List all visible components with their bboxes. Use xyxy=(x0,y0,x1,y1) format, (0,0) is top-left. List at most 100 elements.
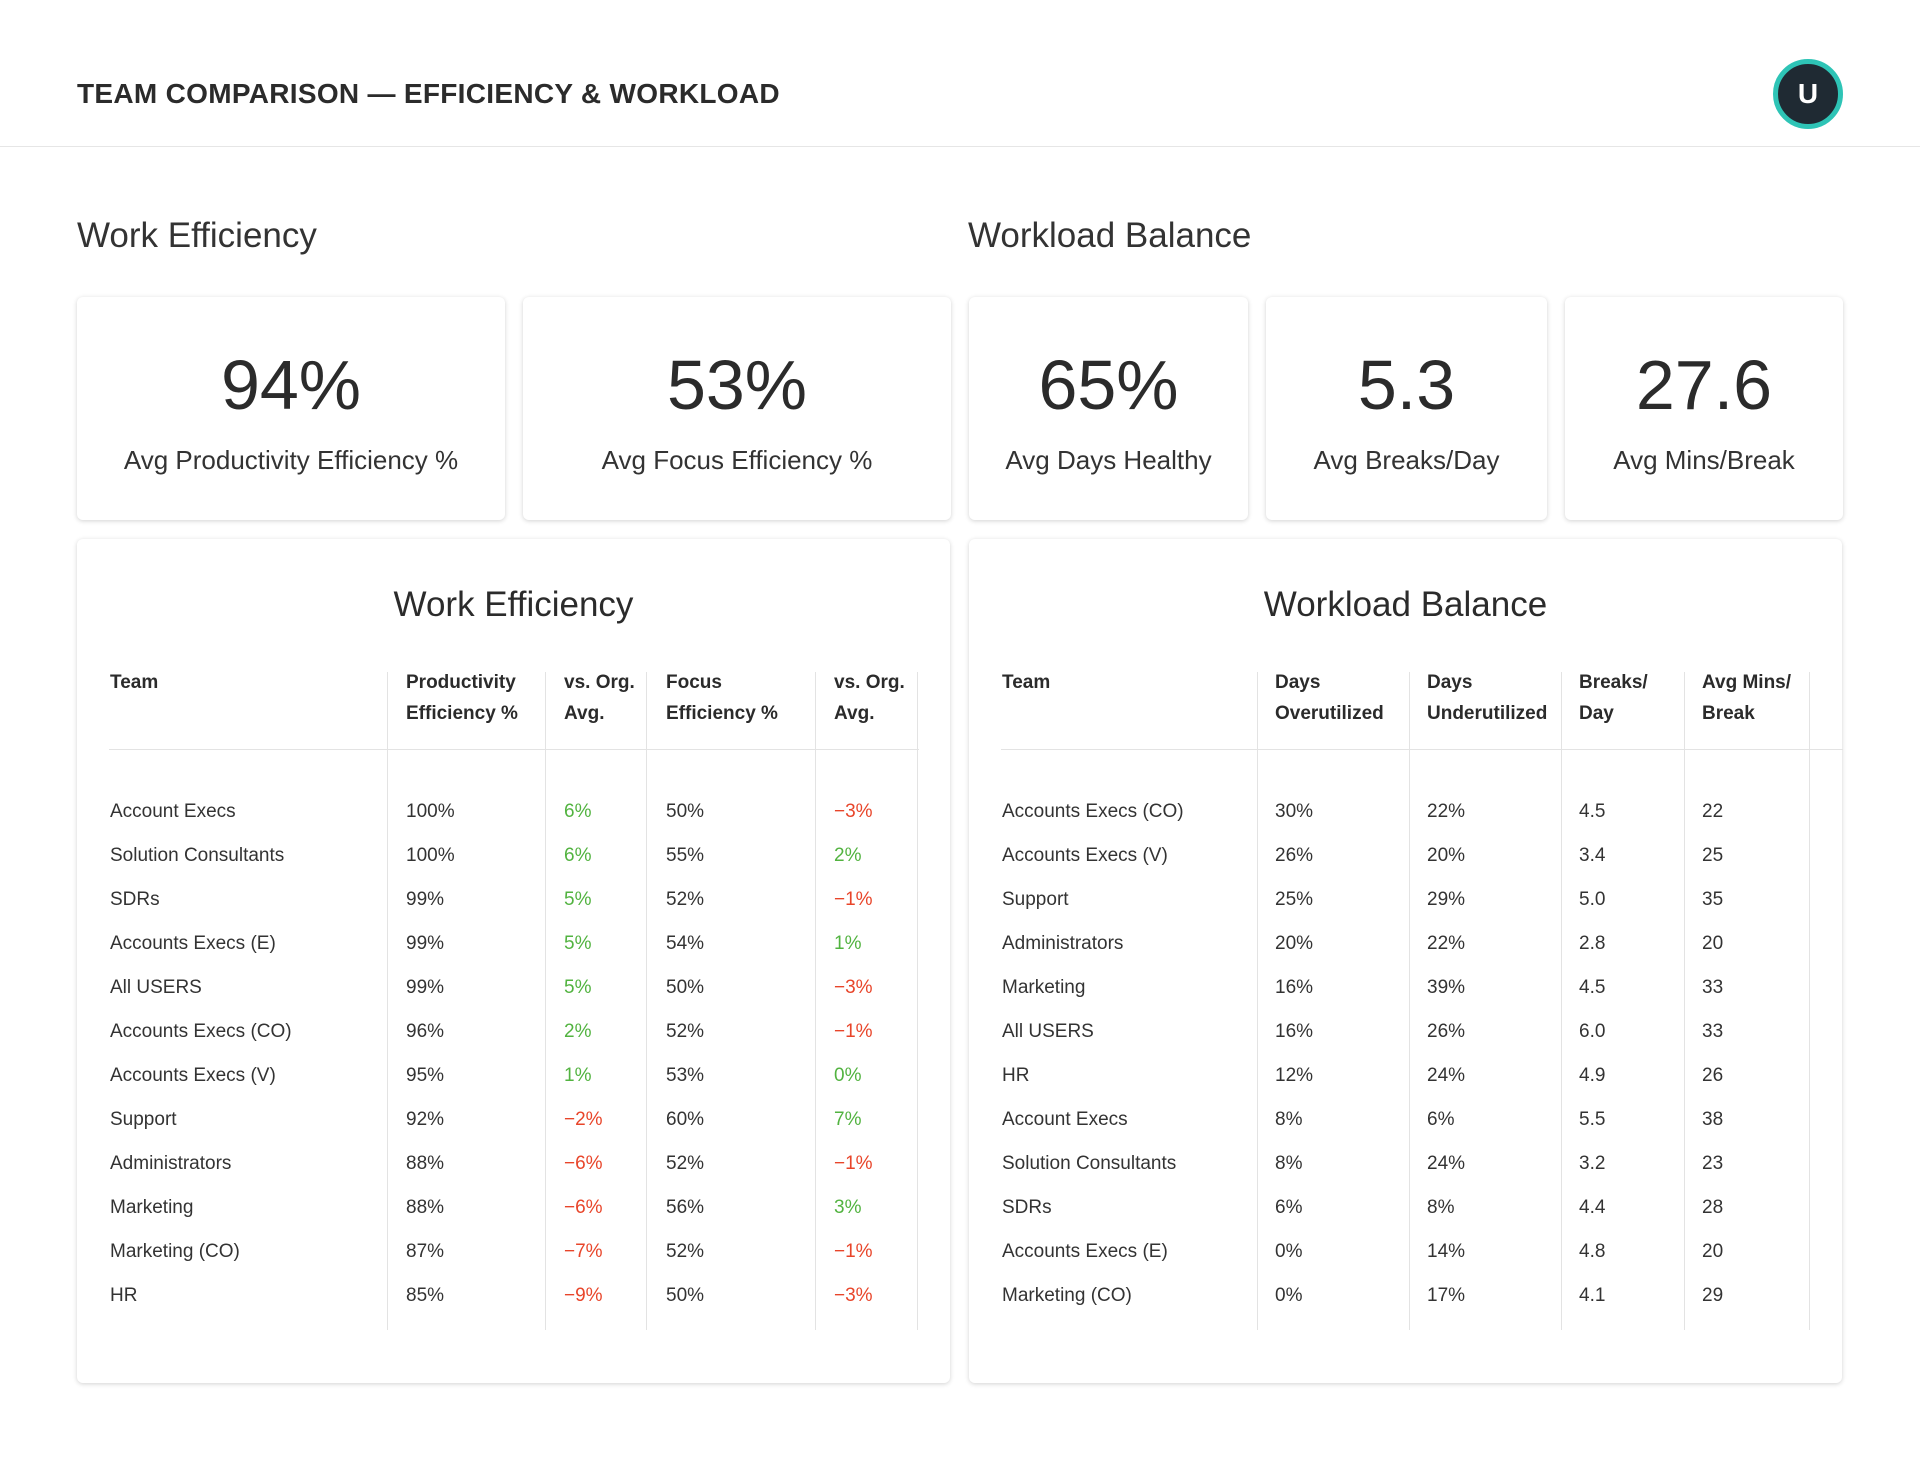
table-cell: 25 xyxy=(1702,845,1724,866)
table-cell: 24% xyxy=(1427,1065,1466,1086)
efficiency-section-title: Work Efficiency xyxy=(77,216,317,255)
table-cell: 16% xyxy=(1275,977,1314,998)
table-cell: 88% xyxy=(406,1197,445,1218)
table-cell: 16% xyxy=(1275,1021,1314,1042)
table-row: Account Execs 8% 6% 5.5 38 xyxy=(969,1108,1842,1152)
column-header[interactable]: Breaks/Day xyxy=(1579,672,1648,724)
table-cell: 26% xyxy=(1275,845,1314,866)
table-cell: −1% xyxy=(834,1153,873,1174)
table-row: Marketing (CO) 87% −7% 52% −1% xyxy=(77,1240,950,1284)
table-cell: 4.4 xyxy=(1579,1197,1606,1218)
table-cell: 52% xyxy=(666,1153,705,1174)
table-cell: −6% xyxy=(564,1153,603,1174)
kpi-value: 65% xyxy=(1038,346,1179,424)
table-cell: 29% xyxy=(1427,889,1466,910)
table-header-divider xyxy=(1001,749,1843,750)
table-cell: −3% xyxy=(834,977,873,998)
table-cell: 12% xyxy=(1275,1065,1314,1086)
table-cell: 22% xyxy=(1427,933,1466,954)
table-cell: 52% xyxy=(666,1241,705,1262)
table-cell: −3% xyxy=(834,801,873,822)
column-header[interactable]: Team xyxy=(1002,672,1051,693)
table-cell: 56% xyxy=(666,1197,705,1218)
column-header[interactable]: Avg Mins/Break xyxy=(1702,672,1792,724)
user-avatar[interactable]: U xyxy=(1773,59,1843,129)
table-cell: 14% xyxy=(1427,1241,1466,1262)
table-cell: 100% xyxy=(406,801,455,822)
team-name-cell: All USERS xyxy=(1002,1021,1094,1042)
table-row: Accounts Execs (E) 99% 5% 54% 1% xyxy=(77,932,950,976)
table-header-divider xyxy=(109,749,919,750)
column-divider xyxy=(1409,672,1410,1330)
table-cell: 4.9 xyxy=(1579,1065,1606,1086)
table-cell: 3% xyxy=(834,1197,862,1218)
table-cell: −6% xyxy=(564,1197,603,1218)
table-row: SDRs 6% 8% 4.4 28 xyxy=(969,1196,1842,1240)
page-title: TEAM COMPARISON — EFFICIENCY & WORKLOAD xyxy=(77,78,780,109)
page-header: TEAM COMPARISON — EFFICIENCY & WORKLOAD … xyxy=(0,0,1920,147)
table-row: Marketing (CO) 0% 17% 4.1 29 xyxy=(969,1284,1842,1328)
table-row: Accounts Execs (E) 0% 14% 4.8 20 xyxy=(969,1240,1842,1284)
table-cell: 39% xyxy=(1427,977,1466,998)
table-row: Marketing 88% −6% 56% 3% xyxy=(77,1196,950,1240)
team-name-cell: Marketing xyxy=(1002,977,1086,998)
table-row: Support 92% −2% 60% 7% xyxy=(77,1108,950,1152)
kpi-card-mins-break: 27.6 Avg Mins/Break xyxy=(1565,297,1843,520)
team-name-cell: HR xyxy=(110,1285,138,1306)
table-cell: 54% xyxy=(666,933,705,954)
table-cell: 88% xyxy=(406,1153,445,1174)
table-cell: 92% xyxy=(406,1109,445,1130)
table-cell: 99% xyxy=(406,977,445,998)
table-cell: 85% xyxy=(406,1285,445,1306)
table-cell: 99% xyxy=(406,889,445,910)
column-header[interactable]: vs. Org. Avg. xyxy=(834,672,905,724)
table-cell: 99% xyxy=(406,933,445,954)
team-name-cell: Accounts Execs (E) xyxy=(110,933,276,954)
table-row: Administrators 88% −6% 52% −1% xyxy=(77,1152,950,1196)
table-row: Accounts Execs (V) 95% 1% 53% 0% xyxy=(77,1064,950,1108)
column-header[interactable]: vs. Org. Avg. xyxy=(564,672,635,724)
table-cell: 5.0 xyxy=(1579,889,1606,910)
team-name-cell: Accounts Execs (V) xyxy=(110,1065,276,1086)
column-header[interactable]: Focus Efficiency % xyxy=(666,672,778,724)
column-divider xyxy=(917,672,918,1330)
table-cell: 100% xyxy=(406,845,455,866)
table-cell: 3.2 xyxy=(1579,1153,1606,1174)
column-divider xyxy=(1684,672,1685,1330)
table-row: Account Execs 100% 6% 50% −3% xyxy=(77,800,950,844)
table-cell: 4.5 xyxy=(1579,977,1606,998)
team-name-cell: HR xyxy=(1002,1065,1030,1086)
table-cell: 1% xyxy=(564,1065,592,1086)
table-cell: 20% xyxy=(1427,845,1466,866)
team-name-cell: Support xyxy=(1002,889,1069,910)
column-header[interactable]: Team xyxy=(110,672,159,693)
team-name-cell: Account Execs xyxy=(110,801,236,822)
table-cell: −2% xyxy=(564,1109,603,1130)
kpi-label: Avg Days Healthy xyxy=(1005,445,1212,475)
table-cell: 87% xyxy=(406,1241,445,1262)
table-cell: 2% xyxy=(564,1021,592,1042)
kpi-card-focus: 53% Avg Focus Efficiency % xyxy=(523,297,951,520)
team-name-cell: Marketing xyxy=(110,1197,194,1218)
team-name-cell: Administrators xyxy=(110,1153,232,1174)
team-name-cell: Marketing (CO) xyxy=(1002,1285,1132,1306)
column-divider xyxy=(815,672,816,1330)
table-cell: 24% xyxy=(1427,1153,1466,1174)
table-cell: 53% xyxy=(666,1065,705,1086)
table-cell: 20 xyxy=(1702,933,1724,954)
table-row: Solution Consultants 8% 24% 3.2 23 xyxy=(969,1152,1842,1196)
table-cell: 5% xyxy=(564,977,592,998)
column-header[interactable]: Productivity Efficiency % xyxy=(406,672,518,724)
table-cell: 50% xyxy=(666,801,705,822)
column-header[interactable]: Days Overutilized xyxy=(1275,672,1384,724)
table-cell: −9% xyxy=(564,1285,603,1306)
column-divider xyxy=(545,672,546,1330)
column-divider xyxy=(1561,672,1562,1330)
table-cell: 20% xyxy=(1275,933,1314,954)
table-cell: 2.8 xyxy=(1579,933,1606,954)
column-header[interactable]: Days Underutilized xyxy=(1427,672,1548,724)
table-cell: 26 xyxy=(1702,1065,1724,1086)
table-row: All USERS 16% 26% 6.0 33 xyxy=(969,1020,1842,1064)
table-cell: −1% xyxy=(834,889,873,910)
table-cell: 35 xyxy=(1702,889,1724,910)
